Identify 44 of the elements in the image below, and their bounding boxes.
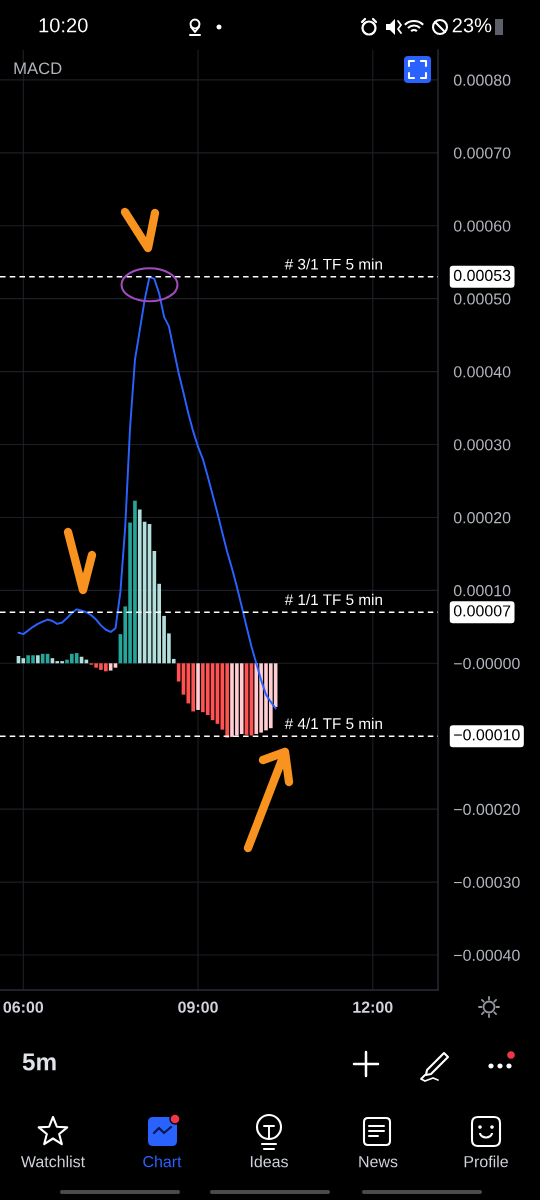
- y-tick-label: 0.00060: [453, 220, 511, 232]
- annotation: # 1/1 TF 5 min: [284, 593, 382, 606]
- text: 10:20: [39, 18, 88, 33]
- text: Watchlist: [20, 1155, 85, 1168]
- y-tick-label: 0.00080: [453, 74, 511, 86]
- y-tick-label: 0.00070: [453, 147, 511, 159]
- y-tick-label: −0.00030: [454, 876, 520, 889]
- bar: [113, 663, 118, 668]
- ref-line-label: 0.00007: [453, 605, 511, 617]
- text: Chart: [143, 1155, 182, 1168]
- y-tick-label: 0.00040: [453, 366, 511, 378]
- bar: [36, 655, 40, 664]
- x-tick-label: 09:00: [178, 1001, 218, 1013]
- bar: [40, 653, 45, 664]
- y-tick-label: 0.00020: [453, 512, 511, 524]
- y-tick-label: −0.00040: [454, 949, 520, 961]
- y-tick-label: −0.00020: [454, 803, 520, 816]
- y-tick-label: −0.00000: [454, 657, 520, 670]
- line-series: [17, 275, 277, 710]
- bar: [225, 663, 229, 738]
- text: 23%: [452, 18, 492, 33]
- text: Profile: [464, 1155, 508, 1168]
- bar: [254, 663, 259, 735]
- text: 5m: [22, 1053, 56, 1071]
- x-tick-label: 06:00: [3, 1001, 44, 1013]
- annotation: # 4/1 TF 5 min: [284, 717, 382, 730]
- x-tick-label: 12:00: [353, 1001, 393, 1013]
- bar: [21, 658, 26, 664]
- text: Ideas: [250, 1155, 288, 1168]
- ref-line-label: 0.00053: [453, 269, 511, 282]
- bar: [239, 663, 244, 735]
- bar: [108, 663, 113, 671]
- y-tick-label: 0.00030: [453, 439, 511, 451]
- bar: [205, 663, 210, 716]
- y-tick-label: 0.00010: [453, 585, 511, 597]
- ref-line-label: −0.00010: [454, 729, 520, 741]
- text: MACD: [14, 62, 62, 75]
- text: News: [359, 1156, 398, 1168]
- annotation: # 3/1 TF 5 min: [284, 258, 382, 270]
- bar: [137, 509, 142, 664]
- bar: [196, 663, 200, 710]
- y-tick-label: 0.00050: [453, 293, 511, 305]
- bar: [74, 653, 79, 664]
- bar: [55, 661, 60, 664]
